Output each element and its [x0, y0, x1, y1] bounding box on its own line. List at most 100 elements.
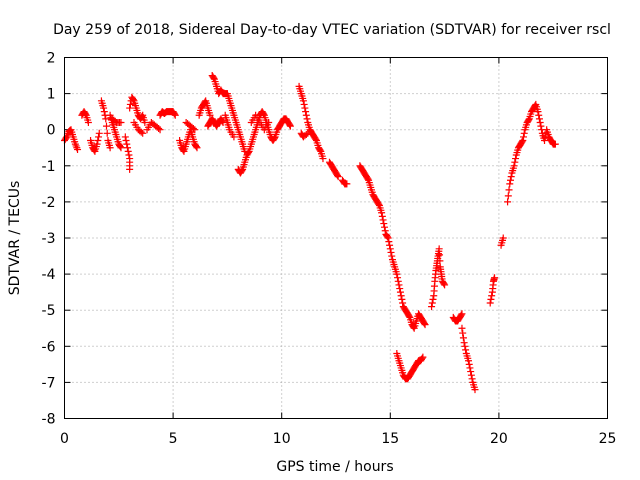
data-point — [471, 386, 479, 394]
data-point — [436, 257, 444, 265]
data-point — [461, 342, 469, 350]
data-series-rscl — [61, 72, 559, 394]
data-point — [518, 138, 526, 146]
data-point — [334, 173, 342, 181]
data-point — [420, 319, 428, 327]
data-point — [535, 111, 543, 119]
data-point — [270, 134, 278, 142]
data-point — [230, 133, 238, 141]
data-point — [466, 364, 474, 372]
data-point — [440, 280, 448, 288]
data-point — [201, 98, 209, 106]
data-point — [316, 146, 324, 154]
data-point — [74, 146, 82, 154]
data-point — [384, 234, 392, 242]
data-point — [319, 155, 327, 163]
data-point — [375, 200, 383, 208]
data-point — [302, 131, 310, 139]
data-point — [303, 115, 311, 123]
data-point — [179, 146, 187, 154]
data-point — [409, 323, 417, 331]
data-point — [520, 133, 528, 141]
data-point — [189, 124, 197, 132]
data-point — [505, 186, 513, 194]
data-point — [100, 104, 108, 112]
data-point — [534, 108, 542, 116]
y-tick-label-0: 0 — [47, 123, 56, 139]
y-tick-label--8: -8 — [42, 412, 56, 428]
data-point — [436, 251, 444, 259]
data-point — [457, 311, 465, 319]
data-point — [380, 220, 388, 228]
y-tick-label--4: -4 — [42, 267, 56, 283]
data-point — [396, 288, 404, 296]
data-point — [378, 209, 386, 217]
data-point — [73, 144, 81, 152]
x-tick-label-20: 20 — [490, 431, 508, 447]
data-point — [531, 102, 539, 110]
data-point — [397, 292, 405, 300]
y-tick-labels: 2 1 0 -1 -2 -3 -4 -5 -6 -7 -8 — [42, 51, 56, 428]
data-point — [499, 234, 507, 242]
data-point — [123, 140, 131, 148]
data-point — [506, 180, 514, 188]
data-point — [286, 122, 294, 130]
data-point — [418, 354, 426, 362]
data-point — [487, 295, 495, 303]
data-point — [206, 111, 214, 119]
data-point — [458, 310, 466, 318]
y-tick-label--2: -2 — [42, 195, 56, 211]
y-tick-label--1: -1 — [42, 159, 56, 175]
y-tick-label--6: -6 — [42, 339, 56, 355]
data-point — [102, 115, 110, 123]
x-axis-label: GPS time / hours — [276, 459, 393, 475]
data-point — [106, 144, 114, 152]
data-point — [394, 274, 402, 282]
data-point — [385, 238, 393, 246]
data-point — [138, 112, 146, 120]
x-tick-label-10: 10 — [273, 431, 291, 447]
data-point — [541, 137, 549, 145]
data-point — [486, 299, 494, 307]
data-point — [333, 171, 341, 179]
data-point — [238, 167, 246, 175]
data-point — [458, 324, 466, 332]
data-point — [116, 143, 124, 151]
data-point — [504, 198, 512, 206]
data-point — [343, 180, 351, 188]
data-point — [520, 129, 528, 137]
data-point — [395, 281, 403, 289]
data-point — [491, 274, 499, 282]
data-point — [378, 212, 386, 220]
y-tick-label-2: 2 — [47, 51, 56, 67]
y-tick-label--3: -3 — [42, 231, 56, 247]
data-point — [265, 118, 273, 126]
data-point — [441, 281, 449, 289]
data-point — [100, 108, 108, 116]
data-point — [156, 126, 164, 134]
data-point — [191, 126, 199, 134]
data-point — [84, 118, 92, 126]
data-point — [141, 118, 149, 126]
data-point — [388, 252, 396, 260]
data-point — [93, 140, 101, 148]
data-point — [386, 245, 394, 253]
data-point — [504, 192, 512, 200]
chart-title: Day 259 of 2018, Sidereal Day-to-day VTE… — [53, 22, 611, 38]
y-tick-label-1: 1 — [47, 87, 56, 103]
data-point — [244, 149, 252, 157]
data-point — [510, 162, 518, 170]
data-point — [126, 100, 134, 108]
data-point — [300, 100, 308, 108]
data-point — [506, 176, 514, 184]
data-point — [419, 353, 427, 361]
data-point — [126, 165, 134, 173]
data-point — [102, 122, 110, 130]
data-point — [301, 104, 309, 112]
data-point — [72, 142, 80, 150]
data-point — [95, 133, 103, 141]
y-tick-label--5: -5 — [42, 303, 56, 319]
x-tick-label-0: 0 — [60, 431, 69, 447]
data-point — [421, 321, 429, 329]
